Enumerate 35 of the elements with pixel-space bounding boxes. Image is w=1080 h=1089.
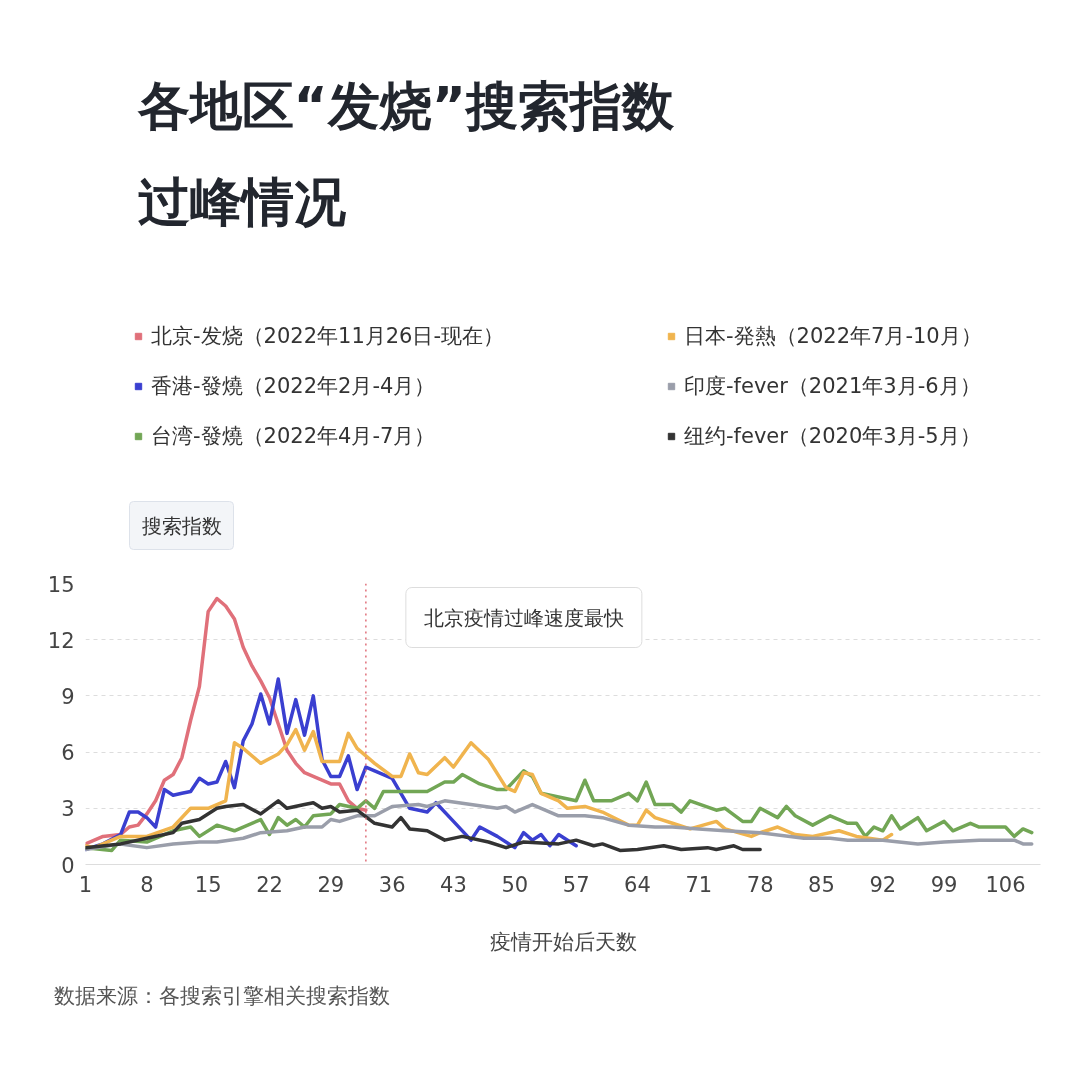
x-tick-label: 43 (440, 872, 467, 897)
x-tick-label: 1 (78, 872, 93, 897)
x-tick-label: 8 (140, 872, 154, 897)
source-note: 数据来源：各搜索引擎相关搜索指数 (53, 983, 390, 1008)
legend-label: 日本-発熱（2022年7月-10月） (684, 323, 983, 350)
legend-label: 纽约-fever（2020年3月-5月） (684, 423, 982, 450)
legend-label: 香港-發燒（2022年2月-4月） (151, 373, 437, 400)
x-tick-label: 36 (378, 872, 406, 897)
x-tick-label: 15 (194, 872, 222, 897)
legend-label: 北京-发烧（2022年11月26日-现在） (151, 323, 506, 350)
legend-label: 台湾-發燒（2022年4月-7月） (151, 423, 437, 450)
legend-label: 印度-fever（2021年3月-6月） (684, 373, 982, 400)
x-tick-label: 50 (501, 872, 529, 897)
x-tick-label: 29 (317, 872, 345, 897)
y-tick-label: 15 (47, 572, 75, 597)
x-axis-title: 疫情开始后天数 (489, 929, 637, 954)
y-axis-title: 搜索指数 (141, 513, 222, 538)
y-tick-label: 3 (61, 797, 75, 822)
x-tick-label: 57 (562, 872, 590, 897)
x-tick-label: 78 (746, 872, 774, 897)
x-tick-label: 71 (685, 872, 713, 897)
ref-line-label: 北京疫情过峰速度最快 (423, 605, 624, 630)
x-tick-label: 106 (985, 872, 1026, 897)
x-tick-label: 22 (256, 872, 283, 897)
y-tick-label: 12 (47, 628, 75, 653)
x-tick-label: 85 (808, 872, 835, 897)
x-tick-label: 99 (930, 872, 958, 897)
y-tick-label: 6 (61, 741, 75, 766)
line-series (85, 799, 762, 853)
line-series (85, 799, 1034, 852)
x-tick-label: 92 (869, 872, 897, 897)
y-tick-label: 0 (61, 853, 75, 878)
y-tick-label: 9 (61, 684, 75, 709)
chart-title: 各地区“发烧”搜索指数过峰情况 (136, 75, 675, 232)
x-tick-label: 64 (624, 872, 651, 897)
